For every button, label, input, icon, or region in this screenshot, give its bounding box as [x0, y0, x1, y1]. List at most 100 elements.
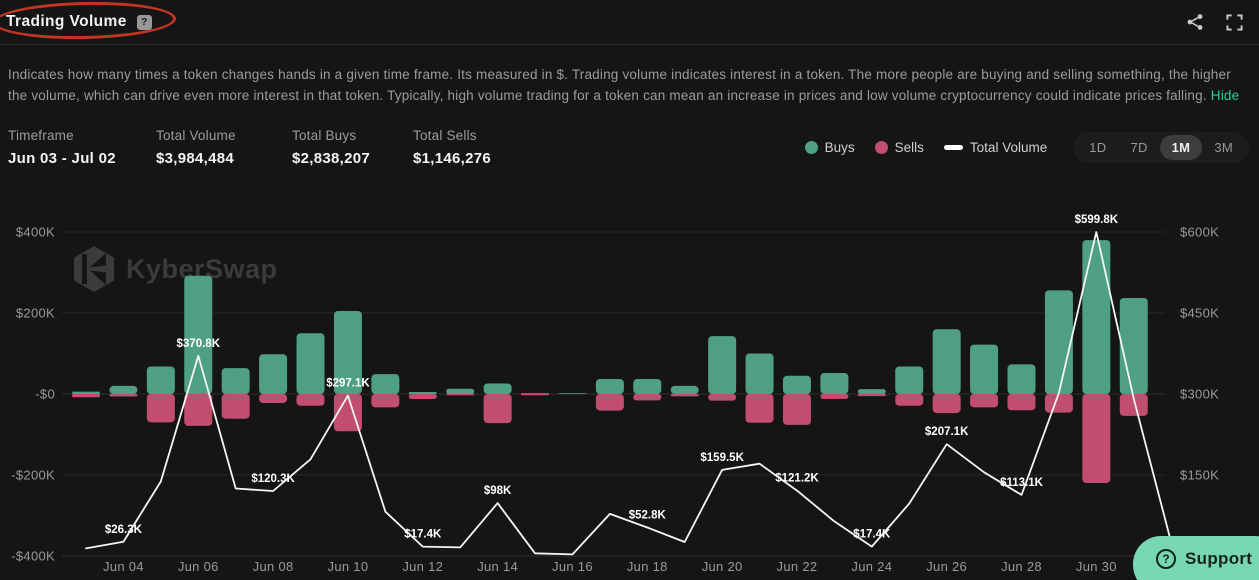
legend-item-total-volume[interactable]: Total Volume	[943, 140, 1048, 155]
svg-text:$150K: $150K	[1180, 468, 1219, 483]
x-axis-label: Jun 30	[1076, 559, 1117, 574]
buys-bar	[558, 393, 587, 394]
buys-bar	[633, 379, 662, 394]
line-value-label: $370.8K	[177, 338, 221, 350]
x-axis-label: Jun 24	[851, 559, 892, 574]
line-value-label: $17.4K	[853, 529, 891, 541]
sells-bar	[1044, 394, 1073, 413]
sells-bar	[221, 394, 250, 419]
page-title: Trading Volume	[6, 13, 127, 30]
description-body: Indicates how many times a token changes…	[8, 67, 1231, 103]
total-volume-line	[85, 231, 1173, 556]
sells-bar	[296, 394, 325, 406]
sells-bar	[820, 394, 849, 399]
stat-value: $1,146,276	[413, 150, 492, 167]
range-button-1d[interactable]: 1D	[1089, 140, 1107, 155]
range-button-7d[interactable]: 7D	[1130, 140, 1148, 155]
header-divider	[0, 44, 1259, 45]
x-axis-label: Jun 04	[103, 559, 144, 574]
buys-bar	[221, 368, 250, 394]
legend-label: Total Volume	[969, 140, 1048, 155]
hide-link[interactable]: Hide	[1210, 88, 1240, 103]
x-axis-label: Jun 10	[328, 559, 369, 574]
buys-bar	[72, 391, 100, 394]
line-value-label: $98K	[484, 485, 512, 497]
sells-bar	[708, 394, 737, 401]
range-button-3m[interactable]: 3M	[1214, 140, 1233, 155]
legend-item-sells[interactable]: Sells	[874, 140, 924, 155]
line-value-label: $121.2K	[775, 473, 819, 485]
svg-text:$300K: $300K	[1180, 387, 1219, 402]
sells-bar	[446, 394, 475, 396]
x-axis-label: Jun 28	[1001, 559, 1042, 574]
legend-item-buys[interactable]: Buys	[804, 140, 855, 155]
sells-bar	[109, 394, 138, 397]
stat-total-buys: Total Buys $2,838,207	[292, 128, 413, 167]
buys-bar	[408, 391, 437, 394]
buys-bar	[259, 354, 288, 394]
buys-bar	[745, 353, 774, 394]
stat-timeframe: Timeframe Jun 03 - Jul 02	[8, 128, 156, 167]
sells-bar	[970, 394, 999, 408]
buys-bar	[670, 385, 699, 394]
buys-bar	[296, 333, 325, 394]
svg-text:$200K: $200K	[16, 306, 55, 321]
sells-bar	[1082, 394, 1111, 484]
x-axis-label: Jun 22	[777, 559, 818, 574]
line-value-label: $207.1K	[925, 426, 969, 438]
support-help-icon: ?	[1156, 549, 1176, 569]
svg-text:$450K: $450K	[1180, 306, 1219, 321]
buys-bar	[483, 383, 512, 394]
x-axis-label: Jun 08	[253, 559, 294, 574]
buys-bar	[1044, 290, 1073, 394]
sells-dot-icon	[874, 141, 888, 154]
sells-bar	[895, 394, 924, 406]
stat-label: Timeframe	[8, 128, 74, 143]
buys-dot-icon	[804, 141, 818, 154]
chart-area: KyberSwap $400K $200K -$0 -$200K -$400K $600K…	[0, 204, 1259, 580]
sells-bar	[932, 394, 961, 414]
timeframe-selector: 1D 7D 1M 3M	[1073, 132, 1249, 163]
stats-row: Timeframe Jun 03 - Jul 02 Total Volume $…	[0, 128, 1259, 167]
fullscreen-icon[interactable]	[1226, 13, 1243, 31]
buys-bar	[895, 366, 924, 394]
svg-text:-$0: -$0	[35, 387, 55, 402]
buys-bar	[932, 329, 961, 394]
buys-bar	[371, 374, 400, 394]
buys-bar	[970, 344, 999, 394]
x-axis-label: Jun 12	[402, 559, 443, 574]
stat-label: Total Volume	[156, 128, 236, 143]
sells-bar	[1007, 394, 1036, 411]
sells-bar	[371, 394, 400, 408]
stat-value: $2,838,207	[292, 150, 371, 167]
sells-bar	[745, 394, 774, 423]
stat-total-sells: Total Sells $1,146,276	[413, 128, 491, 167]
buys-bar	[820, 372, 849, 394]
buys-bar	[857, 389, 886, 394]
sells-bar	[333, 394, 362, 432]
buys-bar	[1119, 298, 1148, 394]
line-value-label: $120.3K	[251, 473, 295, 485]
x-axis-label: Jun 14	[477, 559, 518, 574]
stat-value: Jun 03 - Jul 02	[8, 150, 116, 167]
sells-bar	[146, 394, 175, 423]
range-button-1m[interactable]: 1M	[1159, 135, 1203, 160]
share-icon[interactable]	[1186, 13, 1204, 31]
buys-bar	[595, 379, 624, 394]
sells-bar	[1119, 394, 1148, 416]
help-icon[interactable]: ?	[136, 14, 152, 30]
buys-bar	[1082, 240, 1111, 394]
buys-bar	[146, 366, 175, 394]
line-value-label: $113.1K	[1000, 477, 1044, 489]
support-label: Support	[1185, 549, 1253, 568]
svg-text:-$400K: -$400K	[11, 549, 55, 564]
support-button[interactable]: ? Support	[1133, 536, 1259, 580]
sells-bar	[72, 394, 100, 398]
sells-bar	[521, 394, 550, 396]
line-value-label: $297.1K	[326, 378, 370, 390]
buys-bar	[1007, 364, 1036, 394]
sells-bar	[408, 394, 437, 400]
trading-volume-chart[interactable]: $400K $200K -$0 -$200K -$400K $600K $450K $300K…	[0, 204, 1259, 580]
stat-label: Total Sells	[413, 128, 477, 143]
x-axis-label: Jun 26	[926, 559, 967, 574]
